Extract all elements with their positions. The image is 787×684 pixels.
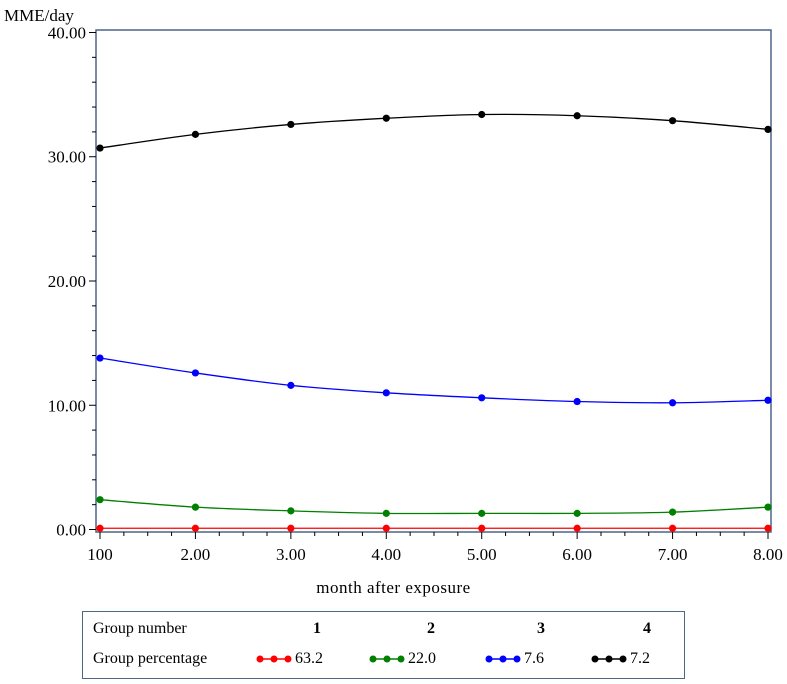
data-point-group-4: [668, 117, 677, 125]
data-point-group-4: [764, 125, 772, 134]
data-point-group-4: [191, 130, 200, 138]
data-point-group-3: [191, 369, 200, 377]
legend-percentage-row: Group percentage 63.2 22.0 7.6 7.2: [93, 650, 683, 672]
data-point-group-4: [478, 110, 486, 119]
legend-item-3: 7.6: [485, 650, 544, 668]
x-axis-label: month after exposure: [316, 578, 471, 597]
data-point-group-2: [478, 509, 486, 517]
x-tick-label: 4.00: [371, 545, 401, 564]
data-point-group-4: [287, 120, 295, 129]
data-point-group-2: [191, 503, 200, 511]
legend-percentage-label: Group percentage: [93, 650, 208, 667]
legend-marker-4: [591, 655, 627, 663]
legend: Group number 1 2 3 4 Group percentage 63…: [82, 611, 685, 679]
data-point-group-3: [287, 381, 295, 389]
series-line-group-4: [99, 113, 769, 149]
data-point-group-2: [764, 503, 772, 511]
legend-item-4: 7.2: [591, 650, 650, 668]
x-tick-label: 3.00: [276, 545, 306, 564]
data-point-group-2: [573, 509, 581, 517]
legend-marker-2: [369, 655, 405, 663]
data-point-group-2: [382, 509, 390, 517]
legend-percentage-4: 7.2: [630, 650, 650, 668]
x-tick-label: 6.00: [562, 545, 592, 564]
data-point-group-2: [668, 508, 677, 516]
x-tick-label: 5.00: [467, 545, 497, 564]
y-tick-label: 20.00: [48, 272, 86, 291]
legend-group-1: 1: [313, 620, 321, 637]
legend-group-2: 2: [427, 620, 435, 637]
series-line-group-3: [99, 357, 769, 404]
data-point-group-4: [573, 112, 581, 120]
legend-group-3: 3: [537, 620, 545, 637]
x-tick-label: 2.00: [181, 545, 211, 564]
data-point-group-3: [764, 396, 772, 404]
data-point-group-3: [668, 399, 677, 407]
y-tick-label: 40.00: [48, 23, 86, 42]
data-point-group-2: [96, 496, 104, 504]
data-point-group-3: [573, 397, 581, 406]
data-point-group-1: [478, 524, 486, 532]
x-tick-label: 8.00: [753, 545, 783, 564]
plot-frame: [95, 29, 772, 533]
x-tick-label: 7.00: [658, 545, 688, 564]
y-tick-label: 10.00: [48, 396, 86, 415]
data-point-group-1: [382, 524, 390, 532]
data-point-group-3: [478, 394, 486, 402]
series-line-group-2: [99, 499, 769, 515]
legend-group-label: Group number: [93, 620, 187, 637]
data-point-group-3: [382, 389, 390, 397]
data-point-group-1: [668, 524, 677, 532]
line-chart: 0.00 10.00 20.00 30.00 40.00 100 2.00 3.00 4.00 5…: [48, 23, 783, 564]
legend-marker-1: [256, 655, 292, 663]
data-point-group-1: [191, 524, 200, 532]
legend-group-4: 4: [643, 620, 651, 637]
x-tick-label: 100: [87, 545, 113, 564]
legend-percentage-2: 22.0: [408, 650, 436, 668]
data-point-group-4: [96, 144, 104, 152]
data-point-group-1: [96, 524, 104, 532]
legend-marker-3: [485, 655, 521, 663]
legend-item-1: 63.2: [256, 650, 323, 668]
legend-percentage-1: 63.2: [295, 650, 323, 668]
y-tick-label: 0.00: [56, 521, 86, 540]
y-axis-label: MME/day: [4, 6, 74, 25]
data-point-group-1: [764, 524, 772, 532]
data-point-group-1: [287, 524, 295, 532]
data-point-group-3: [96, 354, 104, 362]
data-point-group-1: [573, 524, 581, 532]
legend-group-row: Group number 1 2 3 4: [93, 620, 683, 642]
data-point-group-4: [382, 114, 390, 122]
data-point-group-2: [287, 507, 295, 515]
legend-percentage-3: 7.6: [524, 650, 544, 668]
legend-item-2: 22.0: [369, 650, 436, 668]
y-tick-label: 30.00: [48, 148, 86, 167]
